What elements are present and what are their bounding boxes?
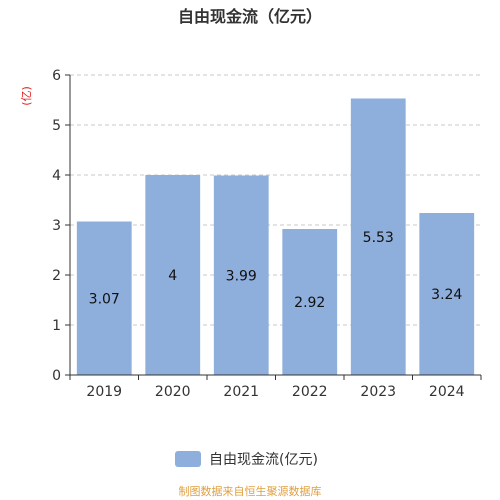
legend[interactable]: 自由现金流(亿元) (175, 451, 318, 468)
y-tick-label: 5 (52, 118, 61, 134)
x-tick-label: 2020 (155, 384, 191, 400)
chart-title: 自由现金流（亿元） (178, 7, 322, 26)
y-axis-label: (亿) (20, 86, 33, 106)
y-tick-label: 3 (52, 218, 61, 234)
y-tick-label: 6 (52, 68, 61, 84)
y-tick-label: 4 (52, 168, 61, 184)
bar (350, 98, 406, 375)
x-tick-label: 2019 (86, 384, 122, 400)
x-tick-label: 2023 (360, 384, 396, 400)
data-label: 5.53 (363, 230, 394, 246)
y-tick-label: 0 (52, 368, 61, 384)
bar (213, 175, 269, 375)
y-tick-label: 2 (52, 268, 61, 284)
legend-label: 自由现金流(亿元) (209, 452, 318, 468)
bar (145, 175, 201, 375)
x-tick-label: 2021 (223, 384, 259, 400)
bar (76, 221, 132, 375)
legend-swatch (175, 451, 201, 467)
bars-group: 3.07 4 3.99 2.92 5.53 3.24 (76, 98, 475, 375)
data-label: 3.99 (226, 268, 257, 284)
source-note: 制图数据来自恒生聚源数据库 (179, 484, 322, 498)
data-label: 4 (168, 268, 177, 284)
grid-lines (70, 74, 481, 326)
data-label: 3.24 (431, 287, 462, 303)
x-tick-label: 2024 (429, 384, 465, 400)
x-tick-label: 2022 (292, 384, 328, 400)
axes-group: 0 1 2 3 4 5 6 2019 2020 2021 2022 2023 2024 (52, 68, 482, 400)
data-label: 3.07 (89, 291, 120, 307)
y-tick-label: 1 (52, 318, 61, 334)
bar (419, 213, 475, 375)
bar (282, 229, 338, 375)
data-label: 2.92 (294, 295, 325, 311)
